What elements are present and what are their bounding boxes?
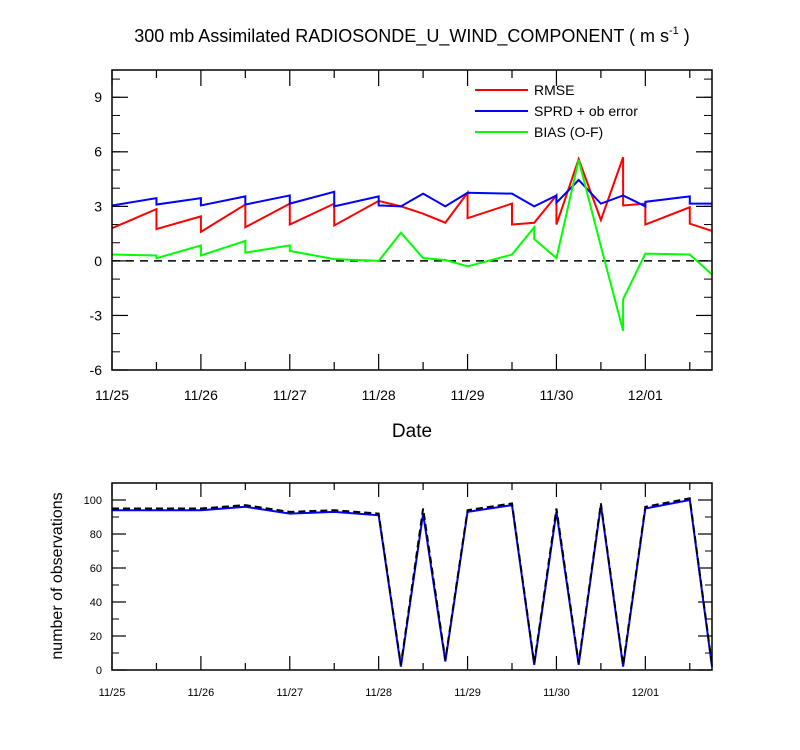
y-tick-label: 20 [90,631,102,643]
x-axis-label: Date [392,421,432,442]
x-tick-label: 11/25 [99,687,126,699]
x-tick-label: 11/30 [539,387,573,403]
series-line-sprd-ob-error [111,178,712,208]
legend: RMSE SPRD + ob error BIAS (O-F) [475,82,638,140]
chart-title: 300 mb Assimilated RADIOSONDE_U_WIND_COM… [134,25,690,47]
x-tick-label: 11/28 [362,387,396,403]
x-tick-label: 11/26 [184,387,218,403]
x-tick-label: 11/29 [454,687,481,699]
series-line-used [112,498,713,667]
series-line-rmse [111,156,713,234]
x-tick-label: 12/01 [632,687,660,699]
x-tick-label: 11/26 [188,687,215,699]
y-tick-label: -3 [90,307,103,323]
x-tick-label: 11/29 [451,387,485,403]
y-tick-label: 100 [84,495,102,507]
y-tick-label: 80 [90,529,102,541]
y-tick-label: 60 [90,563,102,575]
rmse-chart: 300 mb Assimilated RADIOSONDE_U_WIND_COM… [90,25,713,442]
y-tick-label: 6 [94,144,102,160]
series-line-bias-o-f [111,159,713,332]
series-line-possible [112,497,713,666]
top-plot-area: 11/25 11/26 11/27 11/28 11/29 11/30 12/01 -6 -3 0… [90,70,713,403]
y-tick-label: 3 [94,198,102,214]
y-tick-label: 0 [94,253,102,269]
top-plot-frame [111,69,713,371]
x-tick-label: 12/01 [628,387,663,403]
x-tick-label: 11/28 [365,687,392,699]
bottom-plot-frame [111,482,713,671]
x-tick-label: 11/25 [95,387,129,403]
y-tick-label: 40 [90,597,102,609]
legend-label-rmse: RMSE [534,82,574,98]
y-axis-label-observations: number of observations [49,492,66,659]
y-tick-label: -6 [90,362,103,378]
obs-count-chart: 11/25 11/26 11/27 11/28 11/29 11/30 12/01 0 20 40… [49,482,713,699]
bottom-plot-area: 11/25 11/26 11/27 11/28 11/29 11/30 12/01 0 20 40… [84,482,713,699]
y-tick-label: 9 [94,89,102,105]
legend-label-sprd: SPRD + ob error [534,103,638,119]
x-tick-label: 11/27 [273,387,307,403]
x-tick-label: 11/30 [543,687,570,699]
legend-label-bias: BIAS (O-F) [534,124,603,140]
x-tick-label: 11/27 [276,687,303,699]
y-tick-label: 0 [96,665,102,677]
